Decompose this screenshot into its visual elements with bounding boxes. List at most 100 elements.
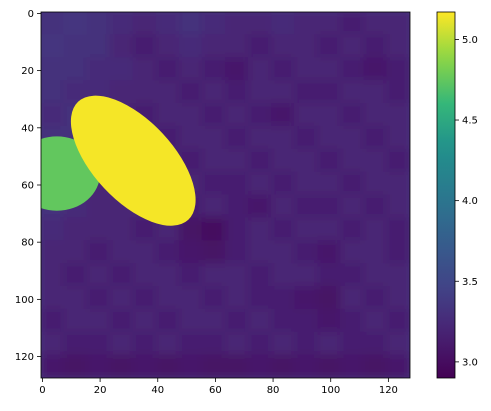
heat-cell (386, 103, 410, 127)
heat-cell (41, 286, 65, 310)
heat-cell (294, 148, 319, 173)
blob (70, 95, 196, 226)
heat-cell (86, 354, 111, 378)
y-tick-label: 80 (21, 238, 34, 249)
y-tick-label: 0 (28, 9, 34, 20)
heat-cell (294, 171, 319, 196)
heat-cell (86, 263, 111, 287)
heat-cell (317, 171, 342, 196)
heat-cell (340, 217, 365, 242)
heat-cell (363, 217, 388, 242)
heat-cell (386, 194, 410, 219)
heat-cell (317, 263, 342, 287)
heat-cell (132, 12, 157, 36)
heat-cell (340, 57, 365, 82)
heat-cell (271, 263, 296, 287)
heat-cell (294, 12, 319, 36)
heat-cell (386, 57, 410, 82)
heat-cell (363, 57, 388, 82)
heat-cell (225, 263, 250, 287)
heat-cell (155, 354, 180, 378)
heat-cell (63, 286, 88, 310)
heat-cell (41, 57, 65, 82)
heat-cell (248, 240, 273, 265)
heat-cell (386, 240, 410, 265)
colorbar-tick-label: 4.5 (462, 116, 478, 127)
heat-cell (178, 308, 203, 333)
heat-cell (363, 103, 388, 127)
heat-cell (201, 12, 226, 36)
heat-cell (317, 12, 342, 36)
heat-cell (63, 217, 88, 242)
heat-cell (363, 331, 388, 356)
heat-cell (41, 217, 65, 242)
heat-cell (271, 57, 296, 82)
heat-cell (178, 240, 203, 265)
heat-cell (271, 240, 296, 265)
heat-cell (294, 125, 319, 150)
heat-cell (41, 308, 65, 333)
heat-cell (271, 34, 296, 59)
heat-cell (248, 171, 273, 196)
heat-cell (340, 331, 365, 356)
heat-cell (340, 263, 365, 287)
heat-cell (109, 263, 134, 287)
heat-cell (317, 125, 342, 150)
heat-cell (248, 286, 273, 310)
heat-cell (248, 148, 273, 173)
heat-cell (109, 331, 134, 356)
heat-cell (63, 240, 88, 265)
heat-cell (63, 263, 88, 287)
heat-cell (132, 263, 157, 287)
heat-cell (109, 308, 134, 333)
heat-cell (271, 125, 296, 150)
heat-cell (294, 286, 319, 310)
heat-cell (340, 286, 365, 310)
heat-cell (109, 286, 134, 310)
heat-cell (201, 308, 226, 333)
colorbar-tick-label: 5.0 (462, 35, 478, 46)
heat-cell (317, 148, 342, 173)
heat-cell (41, 103, 65, 127)
heat-cell (271, 12, 296, 36)
heat-cell (363, 286, 388, 310)
heat-cell (317, 354, 342, 378)
heat-cell (294, 354, 319, 378)
heat-cell (248, 308, 273, 333)
heat-cell (225, 354, 250, 378)
heat-cell (363, 194, 388, 219)
x-tick-label: 20 (94, 385, 107, 396)
heat-cell (201, 125, 226, 150)
heat-cell (201, 194, 226, 219)
heat-cell (155, 57, 180, 82)
heat-cell (201, 286, 226, 310)
heat-cell (317, 57, 342, 82)
heat-cell (386, 354, 410, 378)
heat-cell (340, 240, 365, 265)
heat-cell (63, 57, 88, 82)
heat-cell (132, 34, 157, 59)
heat-cell (155, 240, 180, 265)
heat-cell (317, 286, 342, 310)
x-tick-label: 40 (151, 385, 164, 396)
heat-cell (294, 103, 319, 127)
heat-cell (271, 354, 296, 378)
y-tick-label: 60 (21, 180, 34, 191)
heat-cell (132, 354, 157, 378)
heat-cell (178, 80, 203, 104)
heat-cell (363, 125, 388, 150)
heat-cell (340, 194, 365, 219)
heat-cell (271, 103, 296, 127)
heat-cell (178, 354, 203, 378)
heat-cell (340, 125, 365, 150)
heat-cell (178, 57, 203, 82)
heat-cell (63, 354, 88, 378)
heat-cell (63, 80, 88, 104)
heat-cell (225, 194, 250, 219)
heat-cell (363, 171, 388, 196)
heat-cell (86, 286, 111, 310)
heat-cell (294, 240, 319, 265)
heat-cell (294, 308, 319, 333)
heat-cell (248, 57, 273, 82)
heat-cell (248, 103, 273, 127)
